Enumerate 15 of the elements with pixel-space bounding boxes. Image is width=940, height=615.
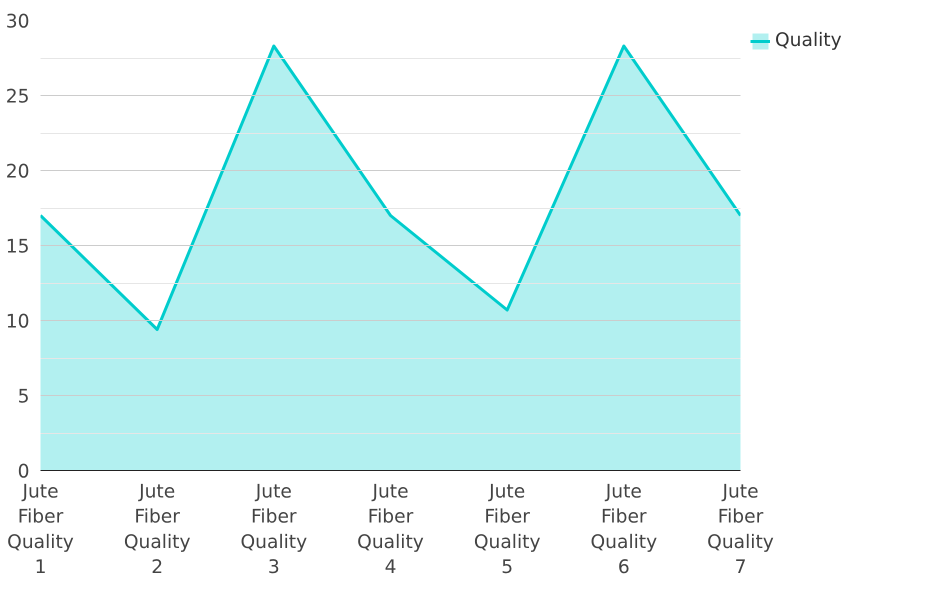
y-tick-label: 30 <box>6 12 30 32</box>
x-tick-label: Jute Fiber Quality 2 <box>124 482 191 578</box>
y-tick-label: 15 <box>6 236 30 258</box>
y-tick-label: 25 <box>6 86 30 108</box>
y-tick-label: 5 <box>18 386 30 408</box>
x-tick-label: Jute Fiber Quality 7 <box>707 482 774 578</box>
x-tick-label: Jute Fiber Quality 3 <box>240 482 308 578</box>
y-tick-label: 20 <box>6 162 30 182</box>
y-tick-label: 10 <box>6 312 30 332</box>
y-tick-label: 0 <box>18 462 30 482</box>
x-tick-label: Jute Fiber Quality 4 <box>357 482 424 578</box>
x-tick-label: Jute Fiber Quality 5 <box>474 482 541 578</box>
x-tick-label: Jute Fiber Quality 1 <box>7 482 74 578</box>
legend-label: Quality <box>775 30 842 51</box>
x-tick-label: Jute Fiber Quality 6 <box>590 482 658 578</box>
